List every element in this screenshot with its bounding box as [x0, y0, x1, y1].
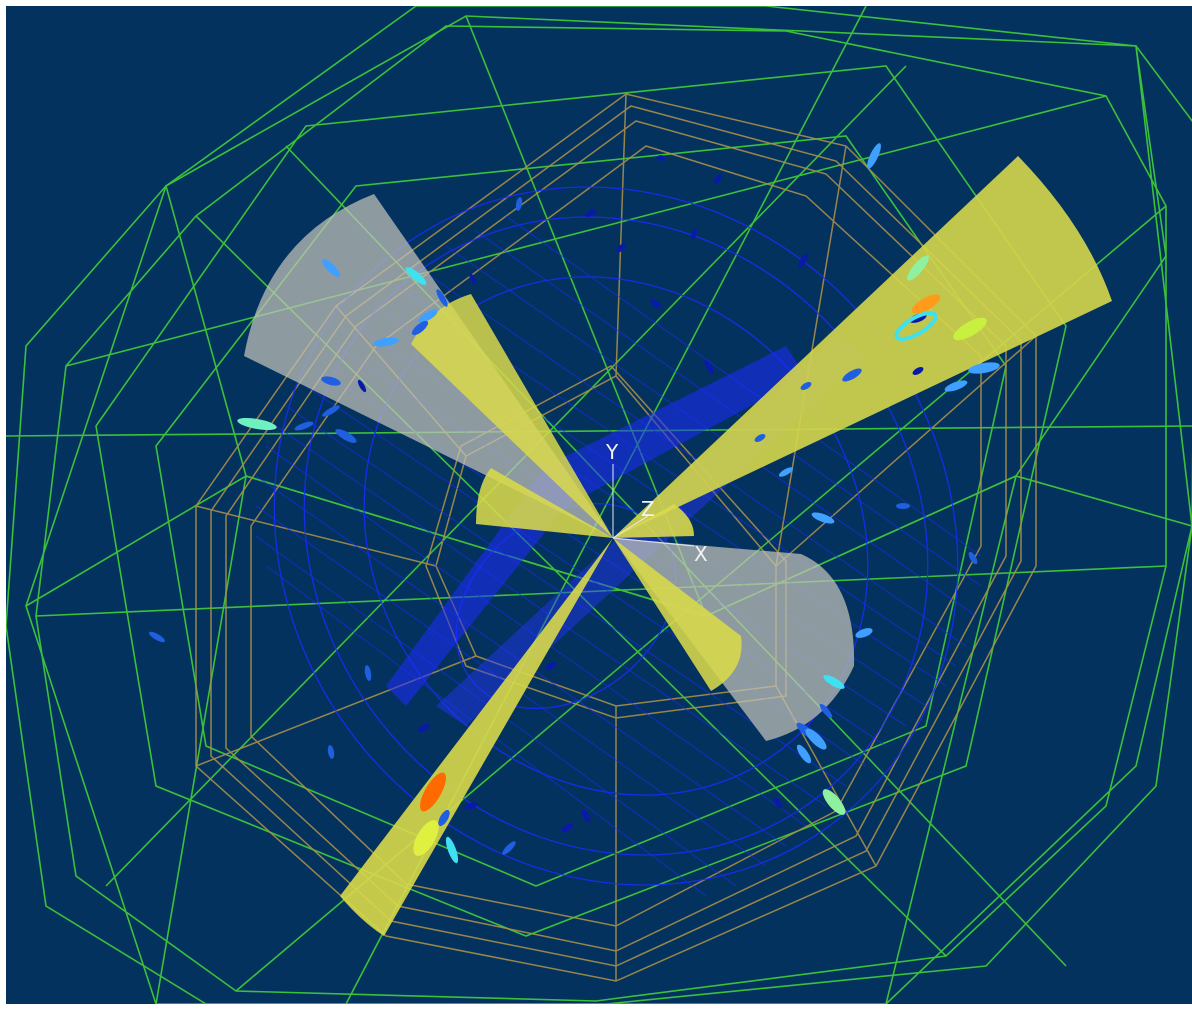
jet-cone-right-small [613, 504, 694, 538]
calorimeter-clusters [149, 143, 1000, 864]
jet-cone-left-small [476, 468, 613, 538]
axis-gizmo: Y Z X [605, 440, 708, 566]
outer-detector-wireframe [6, 6, 1192, 1004]
z-axis-label: Z [641, 497, 655, 521]
jet-cone-upper-right [613, 156, 1112, 538]
jet-cone-upper-left-yellow [411, 294, 613, 538]
jet-cone-lower-left [340, 538, 613, 936]
detector-scene[interactable]: Y Z X [6, 6, 1192, 1004]
y-axis-label: Y [605, 440, 619, 464]
jet-cone-upper-left-grey [244, 194, 613, 538]
jet-cone-lower-right-yellow [613, 538, 742, 691]
event-display-viewport[interactable]: Y Z X [6, 6, 1192, 1004]
jet-cones [244, 156, 1112, 936]
x-axis-label: X [694, 542, 708, 566]
beam-pipe [386, 346, 806, 706]
